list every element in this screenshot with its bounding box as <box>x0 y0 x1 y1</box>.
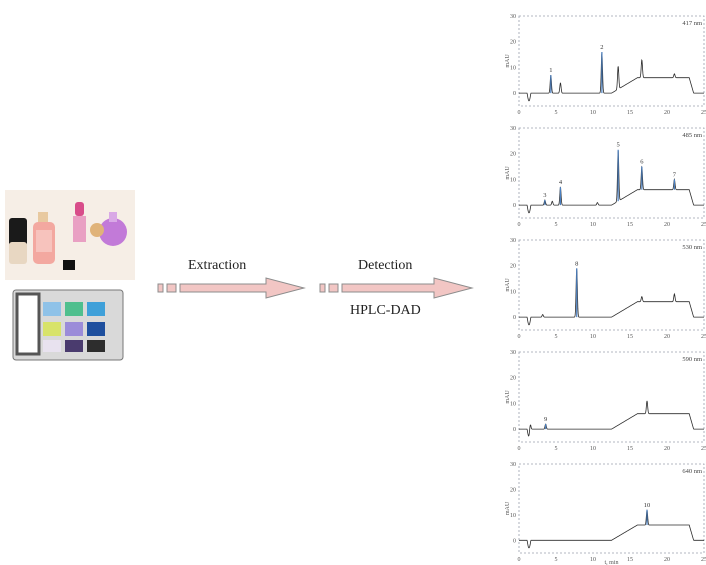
chromatogram-4: 0 10 20 30 0 5 10 15 20 25 mAU 590 nm 9 <box>505 344 706 454</box>
y-tick-label: 30 <box>510 238 516 244</box>
y-tick-label: 0 <box>513 538 516 544</box>
x-tick-label: 20 <box>664 222 670 228</box>
y-tick-label: 20 <box>510 264 516 270</box>
plot-frame <box>518 15 705 107</box>
y-tick-label: 20 <box>510 152 516 158</box>
nail-polish-icon <box>99 218 127 246</box>
y-tick-label: 20 <box>510 487 516 493</box>
x-axis-label: t, min <box>604 560 618 565</box>
plot-frame <box>518 463 705 554</box>
lipstick-icon <box>75 202 84 216</box>
x-tick-label: 20 <box>664 557 670 563</box>
x-tick-label: 5 <box>555 110 558 116</box>
chromatogram-trace <box>519 268 704 326</box>
x-tick-label: 10 <box>590 334 596 340</box>
y-tick-label: 10 <box>510 65 516 71</box>
extraction-label: Extraction <box>188 258 247 273</box>
eyeshadow-palette-icon <box>12 289 124 361</box>
y-tick-label: 0 <box>513 315 516 321</box>
peak-label: 6 <box>640 159 644 166</box>
y-axis-label: mAU <box>505 166 511 180</box>
peak-label: 4 <box>559 179 563 186</box>
peak-label: 7 <box>673 171 677 178</box>
wavelength-label: 417 nm <box>682 20 702 27</box>
x-tick-label: 5 <box>555 446 558 452</box>
y-tick-label: 10 <box>510 177 516 183</box>
x-tick-label: 15 <box>627 446 633 452</box>
y-tick-label: 10 <box>510 401 516 407</box>
jar-icon <box>9 218 27 246</box>
x-tick-label: 15 <box>627 557 633 563</box>
plot-frame <box>518 239 705 331</box>
y-axis-label: mAU <box>505 278 511 292</box>
plot-frame <box>518 351 705 443</box>
x-tick-label: 20 <box>664 110 670 116</box>
extraction-arrow-icon <box>157 277 306 299</box>
detection-label: Detection <box>358 258 413 273</box>
wavelength-label: 590 nm <box>682 356 702 363</box>
x-tick-label: 25 <box>701 446 706 452</box>
chromatogram-trace <box>519 52 704 102</box>
chromatogram-1: 0 10 20 30 0 5 10 15 20 25 mAU 417 nm 1 2 <box>505 8 706 118</box>
x-tick-label: 5 <box>555 222 558 228</box>
y-axis-label: mAU <box>505 390 511 404</box>
y-tick-label: 0 <box>513 203 516 209</box>
x-tick-label: 0 <box>518 334 521 340</box>
y-tick-label: 0 <box>513 427 516 433</box>
peak-label: 10 <box>644 502 651 509</box>
x-tick-label: 15 <box>627 334 633 340</box>
peak-label: 8 <box>575 260 578 267</box>
x-tick-label: 20 <box>664 446 670 452</box>
y-tick-label: 10 <box>510 289 516 295</box>
x-tick-label: 25 <box>701 222 706 228</box>
chromatogram-trace <box>519 509 704 549</box>
y-tick-label: 30 <box>510 350 516 356</box>
cosmetics-illustration <box>5 190 135 361</box>
detection-arrow-icon <box>319 277 474 299</box>
x-tick-label: 0 <box>518 110 521 116</box>
x-tick-label: 25 <box>701 334 706 340</box>
y-tick-label: 20 <box>510 376 516 382</box>
x-tick-label: 10 <box>590 222 596 228</box>
y-tick-label: 20 <box>510 40 516 46</box>
chromatogram-2: 0 10 20 30 0 5 10 15 20 25 mAU 485 nm 3 4 5 6 7 <box>505 120 706 230</box>
peak-label: 9 <box>544 416 547 423</box>
x-tick-label: 25 <box>701 557 706 563</box>
y-axis-label: mAU <box>505 501 511 515</box>
plot-frame <box>518 127 705 219</box>
y-tick-label: 10 <box>510 513 516 519</box>
wavelength-label: 640 nm <box>682 468 702 475</box>
chromatogram-trace <box>519 150 704 214</box>
x-tick-label: 0 <box>518 557 521 563</box>
chromatogram-5: 0 10 20 30 0 5 10 15 20 25 mAU 640 nm 10 t, min <box>505 456 706 565</box>
chromatogram-trace <box>519 400 704 437</box>
perfume-bottle-icon <box>38 212 48 222</box>
x-tick-label: 5 <box>555 334 558 340</box>
chromatogram-3: 0 10 20 30 0 5 10 15 20 25 mAU 530 nm 8 <box>505 232 706 342</box>
peak-label: 2 <box>600 44 603 51</box>
x-tick-label: 0 <box>518 222 521 228</box>
x-tick-label: 10 <box>590 110 596 116</box>
x-tick-label: 15 <box>627 110 633 116</box>
method-label: HPLC-DAD <box>350 303 421 318</box>
y-tick-label: 30 <box>510 126 516 132</box>
peak-label: 5 <box>617 142 620 149</box>
x-tick-label: 25 <box>701 110 706 116</box>
wavelength-label: 485 nm <box>682 132 702 139</box>
y-tick-label: 0 <box>513 91 516 97</box>
peak-label: 3 <box>543 192 546 199</box>
x-tick-label: 20 <box>664 334 670 340</box>
x-tick-label: 10 <box>590 446 596 452</box>
wavelength-label: 530 nm <box>682 244 702 251</box>
x-tick-label: 15 <box>627 222 633 228</box>
peak-label: 1 <box>549 67 552 74</box>
x-tick-label: 5 <box>555 557 558 563</box>
y-tick-label: 30 <box>510 462 516 468</box>
x-tick-label: 0 <box>518 446 521 452</box>
x-tick-label: 10 <box>590 557 596 563</box>
y-axis-label: mAU <box>505 54 511 68</box>
y-tick-label: 30 <box>510 14 516 20</box>
